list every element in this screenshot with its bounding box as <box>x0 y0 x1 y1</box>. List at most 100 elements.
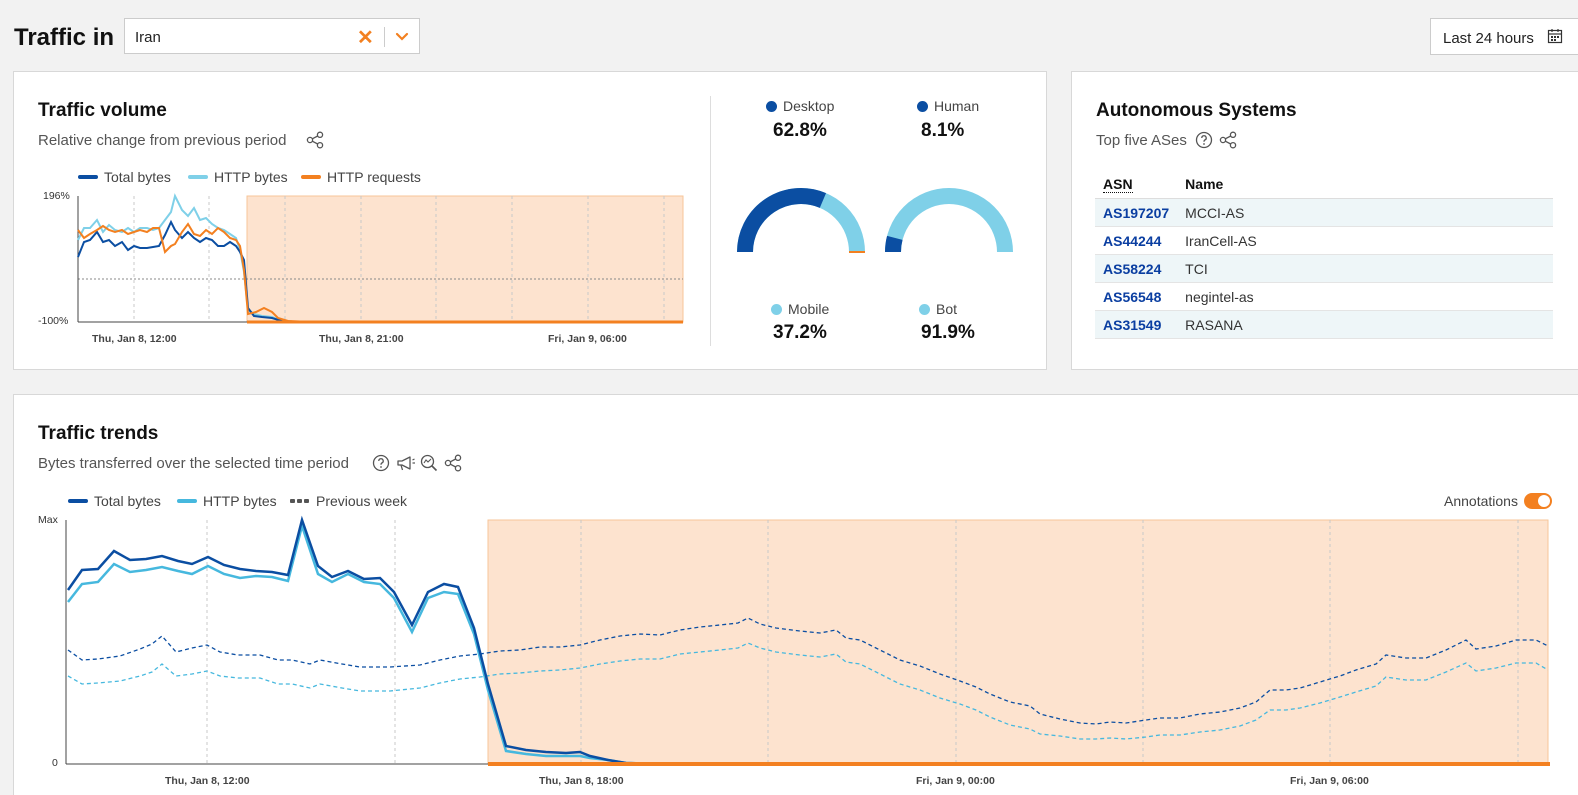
human-pct: 8.1% <box>921 120 965 141</box>
mobile-dot <box>771 303 782 315</box>
as-name: MCCI-AS <box>1177 198 1553 227</box>
mobile-label: Mobile <box>788 301 830 317</box>
human-legend: Human <box>917 98 979 114</box>
table-row: AS44244 IranCell-AS <box>1095 226 1553 255</box>
legend-swatch <box>290 499 310 503</box>
as-name: TCI <box>1177 254 1553 283</box>
legend-label: Previous week <box>316 493 408 509</box>
help-icon[interactable] <box>372 454 390 472</box>
country-select-value: Iran <box>135 29 161 46</box>
bot-pct: 91.9% <box>921 322 975 343</box>
legend-label: HTTP bytes <box>203 493 277 509</box>
as-table: ASN Name AS197207 MCCI-AS AS44244 IranCe… <box>1095 170 1553 339</box>
as-name: negintel-as <box>1177 282 1553 311</box>
legend-swatch <box>301 175 321 179</box>
table-row: AS56548 negintel-as <box>1095 282 1553 311</box>
traffic-trends-subtitle: Bytes transferred over the selected time… <box>38 455 349 472</box>
calendar-icon <box>1547 29 1563 44</box>
legend-http-bytes[interactable]: HTTP bytes <box>188 169 288 185</box>
traffic-volume-subtitle: Relative change from previous period <box>38 132 287 149</box>
annotations-label: Annotations <box>1444 493 1518 509</box>
share-icon[interactable] <box>306 131 324 149</box>
series-total-bytes <box>77 219 683 323</box>
traffic-volume-chart[interactable] <box>72 190 692 330</box>
x-tick-3: Fri, Jan 9, 00:00 <box>916 775 995 787</box>
human-label: Human <box>934 98 980 114</box>
bot-label: Bot <box>936 301 958 317</box>
select-divider <box>384 27 385 47</box>
asn-link[interactable]: AS58224 <box>1095 254 1178 283</box>
as-name: IranCell-AS <box>1177 226 1553 255</box>
help-icon[interactable] <box>1195 131 1213 149</box>
y-axis-max-label: Max <box>38 514 58 526</box>
desktop-pct: 62.8% <box>773 120 827 141</box>
x-tick-3: Fri, Jan 9, 06:00 <box>548 333 627 345</box>
table-row: AS197207 MCCI-AS <box>1095 198 1553 227</box>
x-tick-2: Thu, Jan 8, 18:00 <box>539 775 624 787</box>
date-range-label: Last 24 hours <box>1443 30 1534 47</box>
series-previous-week-total <box>67 617 1549 725</box>
series-http-requests <box>77 222 683 323</box>
traffic-trends-chart[interactable] <box>60 514 1560 774</box>
gauge-bot-arc <box>885 188 1013 253</box>
share-icon[interactable] <box>444 454 462 472</box>
asn-link[interactable]: AS31549 <box>1095 310 1178 339</box>
asn-link[interactable]: AS56548 <box>1095 282 1178 311</box>
mobile-legend: Mobile <box>771 301 829 317</box>
outage-annotation <box>487 519 1549 765</box>
desktop-legend: Desktop <box>766 98 834 114</box>
legend-http-requests[interactable]: HTTP requests <box>301 169 421 185</box>
legend-http-bytes[interactable]: HTTP bytes <box>177 493 277 509</box>
bot-legend: Bot <box>919 301 957 317</box>
column-header-name[interactable]: Name <box>1177 170 1553 199</box>
y-axis-zero-label: 0 <box>52 757 58 769</box>
column-header-asn[interactable]: ASN <box>1095 170 1178 199</box>
y-axis-bottom-label: -100% <box>38 315 69 327</box>
legend-label: Total bytes <box>94 493 161 509</box>
share-icon[interactable] <box>1219 131 1237 149</box>
mobile-pct: 37.2% <box>773 322 827 343</box>
legend-swatch <box>68 499 88 503</box>
autonomous-systems-title: Autonomous Systems <box>1096 100 1297 121</box>
clear-icon[interactable]: ✕ <box>357 27 374 49</box>
legend-total-bytes[interactable]: Total bytes <box>78 169 171 185</box>
legend-swatch <box>188 175 208 179</box>
page-title: Traffic in <box>14 24 115 51</box>
legend-label: HTTP requests <box>327 169 421 185</box>
x-tick-4: Fri, Jan 9, 06:00 <box>1290 775 1369 787</box>
human-dot <box>917 100 928 112</box>
table-row: AS58224 TCI <box>1095 254 1553 283</box>
megaphone-icon[interactable] <box>396 454 416 472</box>
x-tick-1: Thu, Jan 8, 12:00 <box>165 775 250 787</box>
table-header-row: ASN Name <box>1095 170 1553 199</box>
legend-previous-week[interactable]: Previous week <box>290 493 407 509</box>
legend-total-bytes[interactable]: Total bytes <box>68 493 161 509</box>
traffic-volume-title: Traffic volume <box>38 100 167 121</box>
bot-dot <box>919 303 930 315</box>
chevron-down-icon[interactable] <box>391 25 413 47</box>
legend-label: Total bytes <box>104 169 171 185</box>
asn-link[interactable]: AS197207 <box>1095 198 1178 227</box>
series-previous-week-http <box>67 642 1549 740</box>
series-total-bytes <box>66 515 1550 766</box>
legend-swatch <box>177 499 197 503</box>
zoom-icon[interactable] <box>420 454 438 472</box>
desktop-label: Desktop <box>783 98 835 114</box>
legend-label: HTTP bytes <box>214 169 288 185</box>
device-gauge[interactable] <box>734 185 868 257</box>
outage-annotation <box>246 195 684 323</box>
date-range-picker[interactable]: Last 24 hours <box>1430 18 1578 55</box>
desktop-dot <box>766 100 777 112</box>
toggle-knob <box>1538 495 1550 507</box>
gauge-human-arc <box>884 235 903 253</box>
asn-link[interactable]: AS44244 <box>1095 226 1178 255</box>
country-select[interactable]: Iran ✕ <box>124 18 420 54</box>
x-tick-2: Thu, Jan 8, 21:00 <box>319 333 404 345</box>
series-http-bytes <box>67 521 1550 766</box>
traffic-trends-title: Traffic trends <box>38 423 159 444</box>
table-row: AS31549 RASANA <box>1095 310 1553 339</box>
gauge-desktop-arc <box>737 188 827 253</box>
y-axis-top-label: 196% <box>43 190 70 202</box>
annotations-toggle[interactable] <box>1524 493 1552 509</box>
human-bot-gauge[interactable] <box>882 185 1016 257</box>
